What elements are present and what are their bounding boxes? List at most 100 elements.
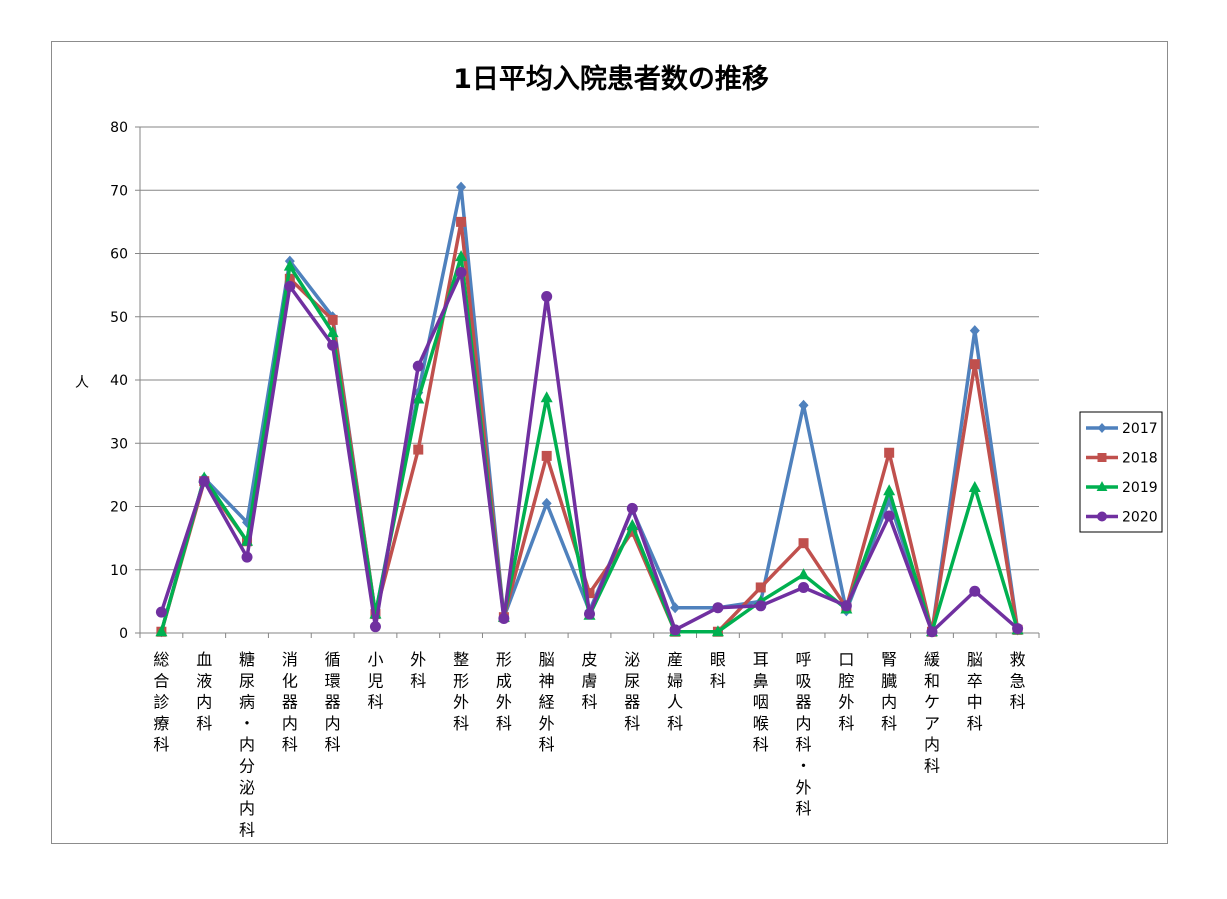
data-point <box>413 444 424 455</box>
x-tick-labels: 総合診療科 血液内科 糖尿病・内分泌内科 消化器内科 循環器内科 小児科 外科 整形外科 形成外… <box>153 650 1025 839</box>
legend-item-2017: 2017 <box>1086 421 1158 437</box>
y-tick-label: 80 <box>110 120 128 136</box>
x-tick-label: 耳鼻咽喉科 <box>753 650 769 754</box>
data-point <box>155 625 168 637</box>
data-point <box>798 399 809 411</box>
data-point <box>1012 623 1024 635</box>
data-point <box>326 326 339 338</box>
x-tick-label: 眼科 <box>710 650 726 690</box>
data-point <box>755 582 766 593</box>
y-tick-label: 70 <box>110 183 128 199</box>
data-point <box>969 359 980 370</box>
legend-label: 2017 <box>1122 421 1158 437</box>
data-point <box>797 568 810 580</box>
data-point <box>883 510 895 522</box>
data-point <box>670 602 681 614</box>
x-tick-label: 総合診療科 <box>153 650 169 754</box>
data-point <box>155 606 167 618</box>
x-tick-label: 脳神経外科 <box>539 650 555 754</box>
data-point <box>327 339 339 351</box>
x-tick-label: 小児科 <box>367 650 383 712</box>
gridlines <box>140 126 1039 571</box>
data-point <box>455 250 468 262</box>
data-point <box>541 291 553 303</box>
y-tick-label: 40 <box>110 373 128 389</box>
data-point <box>755 600 767 612</box>
x-tick-label: 緩和ケア内科 <box>924 650 940 776</box>
data-point <box>626 502 638 514</box>
legend-item-2019: 2019 <box>1086 480 1158 496</box>
x-tick-label: 呼吸器内科・外科 <box>796 650 812 818</box>
x-tick-label: 腎臓内科 <box>881 650 897 733</box>
y-tick-label: 30 <box>110 436 128 452</box>
y-tick-labels: 0 10 20 30 40 50 60 70 80 <box>110 120 128 642</box>
series-lines <box>155 181 1024 638</box>
data-point <box>584 608 595 620</box>
x-tick-label: 整形外科 <box>453 650 469 733</box>
data-point <box>1097 423 1107 433</box>
data-point <box>968 481 981 493</box>
data-point <box>541 497 552 509</box>
x-tick-label: 口腔外科 <box>838 650 854 733</box>
data-point <box>456 216 467 227</box>
x-tick-label: 脳卒中科 <box>967 650 983 733</box>
series-2017 <box>156 181 1023 638</box>
data-point <box>455 266 467 278</box>
y-tick-label: 60 <box>110 247 128 263</box>
x-tick-label: 皮膚科 <box>581 650 597 712</box>
data-point <box>541 450 552 461</box>
legend: 2017 2018 2019 2020 <box>1079 411 1163 533</box>
data-point <box>1097 511 1107 522</box>
data-point <box>840 600 852 612</box>
data-point <box>498 612 510 624</box>
data-point <box>926 626 938 638</box>
series-line <box>159 254 1020 634</box>
x-tick-label: 救急科 <box>1010 650 1026 712</box>
y-tick-label: 10 <box>110 563 128 579</box>
data-point <box>412 360 424 372</box>
y-tick-label: 50 <box>110 310 128 326</box>
data-point <box>284 273 295 284</box>
data-point <box>369 621 381 633</box>
data-point <box>584 588 595 599</box>
axes <box>135 126 1040 638</box>
data-point <box>412 392 425 404</box>
x-tick-label: 泌尿器科 <box>624 650 640 733</box>
data-point <box>627 526 638 537</box>
data-point <box>798 581 810 593</box>
data-point <box>241 551 253 563</box>
data-point <box>712 602 724 614</box>
data-point <box>969 585 981 597</box>
chart-frame: 1日平均入院患者数の推移 人 0 10 20 30 40 50 60 70 80 総合診療科 血液… <box>51 41 1168 844</box>
x-tick-label: 血液内科 <box>196 650 212 733</box>
data-point <box>283 259 296 271</box>
x-tick-label: 外科 <box>410 650 426 690</box>
x-tick-label: 循環器内科 <box>325 650 341 754</box>
data-point <box>198 475 210 487</box>
data-point <box>327 314 338 325</box>
series-2020 <box>155 266 1024 638</box>
data-point <box>969 325 980 337</box>
data-point <box>540 391 553 403</box>
legend-item-2020: 2020 <box>1086 510 1158 526</box>
x-tick-label: 糖尿病・内分泌内科 <box>239 650 255 839</box>
y-tick-label: 0 <box>119 626 128 642</box>
legend-label: 2020 <box>1122 510 1158 526</box>
data-point <box>626 518 639 530</box>
x-tick-label: 産婦人科 <box>667 650 683 733</box>
y-axis-label: 人 <box>75 375 89 391</box>
data-point <box>1096 481 1108 492</box>
chart-title: 1日平均入院患者数の推移 <box>453 63 769 95</box>
y-tick-label: 20 <box>110 500 128 516</box>
x-tick-label: 消化器内科 <box>282 650 298 754</box>
legend-label: 2019 <box>1122 480 1158 496</box>
data-point <box>798 538 809 549</box>
legend-item-2018: 2018 <box>1086 451 1158 467</box>
data-point <box>669 624 681 636</box>
legend-label: 2018 <box>1122 451 1158 467</box>
data-point <box>711 625 724 637</box>
data-point <box>1097 453 1107 462</box>
data-point <box>884 447 895 458</box>
data-point <box>284 280 296 292</box>
x-tick-label: 形成外科 <box>496 650 512 733</box>
